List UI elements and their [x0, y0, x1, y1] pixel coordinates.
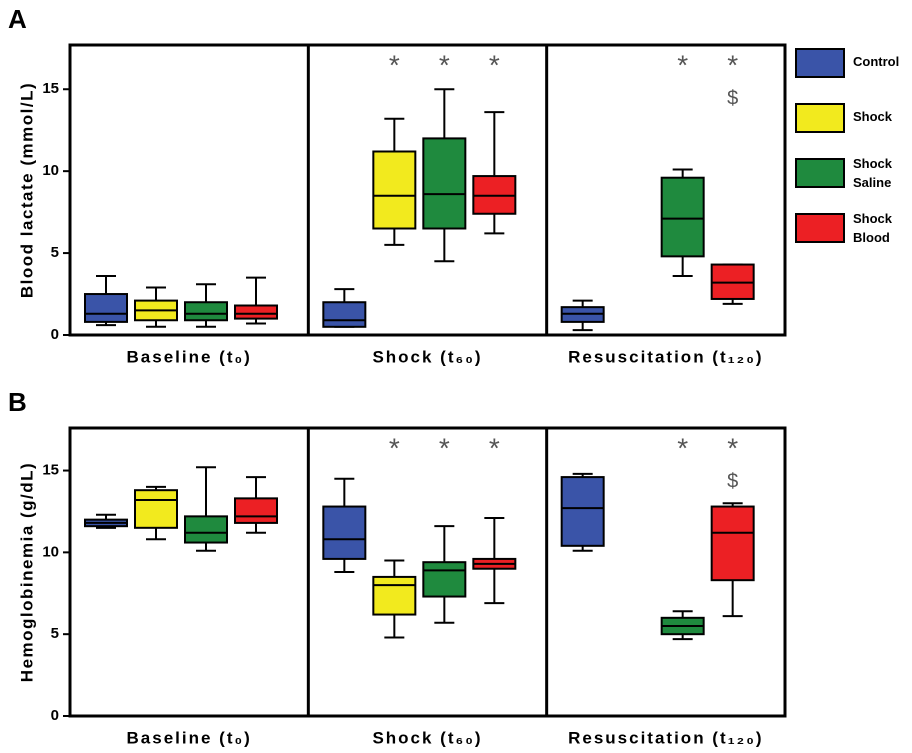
legend-swatch: [795, 103, 845, 133]
significance-marker: *: [439, 49, 450, 80]
legend-swatch: [795, 158, 845, 188]
significance-marker: *: [727, 49, 738, 80]
significance-marker: $: [727, 87, 738, 109]
box: [710, 505, 755, 582]
box: [422, 561, 467, 598]
y-axis-title: Hemoglobinemia (g/dL): [17, 462, 36, 682]
box: [422, 137, 467, 230]
y-tick-label: 10: [42, 162, 59, 179]
significance-marker: *: [489, 432, 500, 463]
y-axis-title: Blood lactate (mmol/L): [17, 82, 36, 298]
significance-marker: *: [677, 432, 688, 463]
y-tick-label: 0: [51, 707, 59, 724]
legend-label: Shock: [853, 109, 893, 124]
x-category-label: Shock (t₆₀): [372, 728, 482, 747]
y-tick-label: 0: [51, 326, 59, 343]
plot-frame: [68, 43, 787, 337]
significance-marker: *: [489, 49, 500, 80]
box: [372, 150, 417, 230]
x-category-label: Resuscitation (t₁₂₀): [568, 347, 763, 366]
box: [84, 293, 128, 323]
significance-marker: *: [389, 49, 400, 80]
x-category-label: Baseline (t₀): [127, 728, 252, 747]
y-tick-label: 10: [42, 543, 59, 560]
box: [372, 575, 417, 616]
panel-label: A: [8, 4, 27, 34]
significance-marker: $: [727, 470, 738, 492]
x-category-label: Baseline (t₀): [127, 347, 252, 366]
legend-label: Control: [853, 54, 900, 69]
legend-label: Shock Blood: [853, 211, 893, 245]
significance-marker: *: [677, 49, 688, 80]
legend-swatch: [795, 48, 845, 78]
box: [322, 301, 367, 328]
box: [322, 505, 367, 560]
box: [234, 304, 278, 320]
box: [560, 476, 605, 547]
box: [660, 176, 705, 258]
y-tick-label: 15: [42, 80, 59, 97]
box: [184, 515, 228, 544]
significance-marker: *: [389, 432, 400, 463]
plot-frame: [68, 426, 787, 718]
legend-label: Shock Saline: [853, 156, 893, 190]
y-tick-label: 5: [51, 625, 59, 642]
legend-swatch: [795, 213, 845, 243]
x-category-label: Shock (t₆₀): [372, 347, 482, 366]
significance-marker: *: [727, 432, 738, 463]
y-tick-label: 5: [51, 244, 59, 261]
y-tick-label: 15: [42, 462, 59, 479]
significance-marker: *: [439, 432, 450, 463]
box: [134, 489, 178, 529]
x-category-label: Resuscitation (t₁₂₀): [568, 728, 763, 747]
box: [184, 301, 228, 322]
box: [234, 497, 278, 524]
panel-label: B: [8, 387, 27, 417]
